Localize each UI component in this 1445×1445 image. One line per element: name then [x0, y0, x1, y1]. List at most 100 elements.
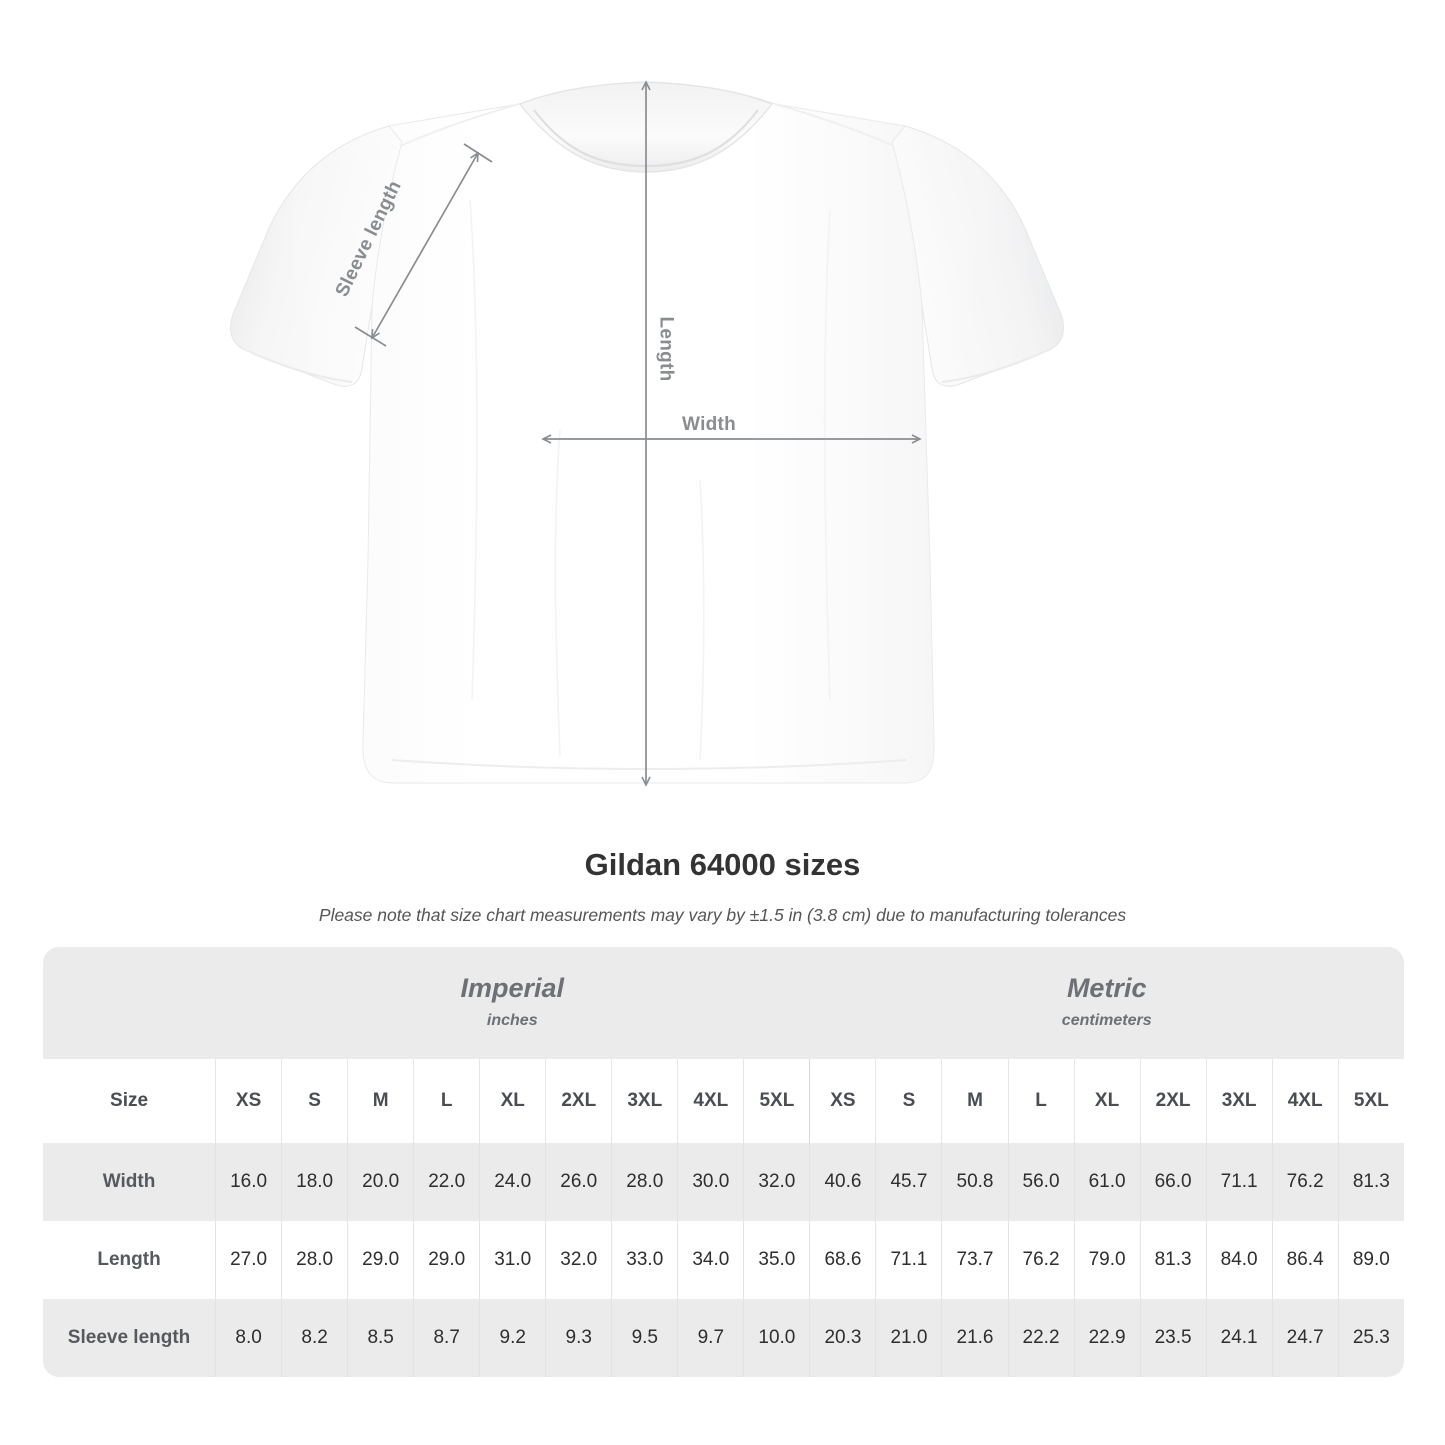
- size-col-metric-l: L: [1007, 1059, 1074, 1143]
- cell-sleeve-imperial-3xl: 9.5: [611, 1299, 678, 1377]
- cell-sleeve-imperial-xl: 9.2: [479, 1299, 546, 1377]
- table-row-sleeve-length: Sleeve length 8.0 8.2 8.5 8.7 9.2 9.3 9.…: [43, 1299, 1404, 1377]
- unit-system-metric-name: Metric: [1066, 973, 1147, 1003]
- cell-width-imperial-l: 22.0: [413, 1143, 480, 1221]
- sleeve-tick-top: [463, 143, 493, 163]
- tshirt-illustration: [230, 80, 1064, 787]
- unit-system-row: Imperial inches Metric centimeters: [43, 947, 1404, 1059]
- size-col-metric-4xl: 4XL: [1271, 1059, 1338, 1143]
- cell-length-metric-s: 71.1: [875, 1221, 942, 1299]
- cell-sleeve-metric-m: 21.6: [941, 1299, 1008, 1377]
- cell-length-metric-5xl: 89.0: [1337, 1221, 1404, 1299]
- cell-width-imperial-xl: 24.0: [479, 1143, 546, 1221]
- cell-length-metric-3xl: 84.0: [1205, 1221, 1272, 1299]
- size-col-imperial-2xl: 2XL: [545, 1059, 612, 1143]
- cell-sleeve-imperial-5xl: 10.0: [743, 1299, 810, 1377]
- cell-length-metric-2xl: 81.3: [1139, 1221, 1206, 1299]
- cell-length-imperial-s: 28.0: [281, 1221, 348, 1299]
- cell-width-imperial-4xl: 30.0: [677, 1143, 744, 1221]
- title-block: Gildan 64000 sizes Please note that size…: [0, 845, 1445, 927]
- cell-sleeve-metric-xs: 20.3: [809, 1299, 876, 1377]
- cell-width-metric-s: 45.7: [875, 1143, 942, 1221]
- cell-sleeve-imperial-m: 8.5: [347, 1299, 414, 1377]
- cell-width-imperial-5xl: 32.0: [743, 1143, 810, 1221]
- size-col-imperial-4xl: 4XL: [677, 1059, 744, 1143]
- cell-width-metric-2xl: 66.0: [1139, 1143, 1206, 1221]
- cell-length-metric-xs: 68.6: [809, 1221, 876, 1299]
- cell-length-imperial-4xl: 34.0: [677, 1221, 744, 1299]
- size-col-metric-s: S: [875, 1059, 942, 1143]
- width-label: Width: [682, 414, 737, 435]
- length-label: Length: [655, 316, 677, 382]
- tshirt-diagram: Sleeve length Length Width: [230, 80, 1064, 787]
- cell-sleeve-imperial-s: 8.2: [281, 1299, 348, 1377]
- tolerance-note: Please note that size chart measurements…: [318, 905, 1127, 925]
- cell-length-imperial-m: 29.0: [347, 1221, 414, 1299]
- cell-width-metric-xl: 61.0: [1073, 1143, 1140, 1221]
- cell-sleeve-imperial-l: 8.7: [413, 1299, 480, 1377]
- cell-width-imperial-m: 20.0: [347, 1143, 414, 1221]
- size-chart-table: Imperial inches Metric centimeters Size …: [43, 947, 1404, 1377]
- size-col-metric-2xl: 2XL: [1139, 1059, 1206, 1143]
- cell-length-imperial-3xl: 33.0: [611, 1221, 678, 1299]
- cell-length-imperial-2xl: 32.0: [545, 1221, 612, 1299]
- cell-length-metric-m: 73.7: [941, 1221, 1008, 1299]
- cell-length-imperial-l: 29.0: [413, 1221, 480, 1299]
- size-col-imperial-xl: XL: [479, 1059, 546, 1143]
- cell-sleeve-metric-xl: 22.9: [1073, 1299, 1140, 1377]
- cell-width-imperial-2xl: 26.0: [545, 1143, 612, 1221]
- unit-system-imperial-sub: inches: [486, 1012, 538, 1029]
- size-col-imperial-m: M: [347, 1059, 414, 1143]
- cell-sleeve-metric-2xl: 23.5: [1139, 1299, 1206, 1377]
- size-col-metric-xs: XS: [809, 1059, 876, 1143]
- table-row-length: Length 27.0 28.0 29.0 29.0 31.0 32.0 33.…: [43, 1221, 1404, 1299]
- cell-width-metric-l: 56.0: [1007, 1143, 1074, 1221]
- size-col-imperial-3xl: 3XL: [611, 1059, 678, 1143]
- cell-length-metric-4xl: 86.4: [1271, 1221, 1338, 1299]
- cell-length-imperial-xl: 31.0: [479, 1221, 546, 1299]
- size-col-metric-5xl: 5XL: [1337, 1059, 1404, 1143]
- table-row-width: Width 16.0 18.0 20.0 22.0 24.0 26.0 28.0…: [43, 1143, 1404, 1221]
- page-title: Gildan 64000 sizes: [584, 847, 861, 882]
- shirt-sleeve-right: [891, 125, 1064, 387]
- cell-width-metric-4xl: 76.2: [1271, 1143, 1338, 1221]
- size-col-metric-xl: XL: [1073, 1059, 1140, 1143]
- cell-sleeve-imperial-2xl: 9.3: [545, 1299, 612, 1377]
- cell-length-metric-l: 76.2: [1007, 1221, 1074, 1299]
- dimension-lines: [354, 80, 922, 787]
- size-header-label: Size: [43, 1059, 216, 1143]
- cell-width-imperial-3xl: 28.0: [611, 1143, 678, 1221]
- cell-width-metric-m: 50.8: [941, 1143, 1008, 1221]
- cell-sleeve-metric-5xl: 25.3: [1337, 1299, 1404, 1377]
- row-label-sleeve-length: Sleeve length: [43, 1299, 216, 1377]
- row-label-length: Length: [43, 1221, 216, 1299]
- unit-system-imperial: Imperial inches: [215, 947, 810, 1059]
- cell-length-imperial-xs: 27.0: [215, 1221, 282, 1299]
- cell-width-imperial-s: 18.0: [281, 1143, 348, 1221]
- cell-width-metric-3xl: 71.1: [1205, 1143, 1272, 1221]
- cell-sleeve-imperial-xs: 8.0: [215, 1299, 282, 1377]
- cell-width-metric-5xl: 81.3: [1337, 1143, 1404, 1221]
- cell-width-metric-xs: 40.6: [809, 1143, 876, 1221]
- sleeve-length-arrow: [371, 151, 479, 340]
- size-col-imperial-l: L: [413, 1059, 480, 1143]
- cell-sleeve-imperial-4xl: 9.7: [677, 1299, 744, 1377]
- unit-system-imperial-name: Imperial: [460, 973, 565, 1003]
- unit-system-metric: Metric centimeters: [809, 947, 1404, 1059]
- cell-length-metric-xl: 79.0: [1073, 1221, 1140, 1299]
- sleeve-tick-bottom: [354, 326, 387, 347]
- size-header-row: Size XS S M L XL 2XL 3XL 4XL 5XL XS S M …: [43, 1059, 1404, 1143]
- size-chart-table-wrap: Imperial inches Metric centimeters Size …: [43, 947, 1404, 1377]
- size-col-metric-m: M: [941, 1059, 1008, 1143]
- cell-sleeve-metric-3xl: 24.1: [1205, 1299, 1272, 1377]
- size-col-metric-3xl: 3XL: [1205, 1059, 1272, 1143]
- unit-corner-cell: [43, 947, 216, 1059]
- cell-sleeve-metric-4xl: 24.7: [1271, 1299, 1338, 1377]
- unit-system-metric-sub: centimeters: [1061, 1012, 1152, 1029]
- cell-width-imperial-xs: 16.0: [215, 1143, 282, 1221]
- size-col-imperial-xs: XS: [215, 1059, 282, 1143]
- size-col-imperial-5xl: 5XL: [743, 1059, 810, 1143]
- row-label-width: Width: [43, 1143, 216, 1221]
- size-col-imperial-s: S: [281, 1059, 348, 1143]
- cell-sleeve-metric-l: 22.2: [1007, 1299, 1074, 1377]
